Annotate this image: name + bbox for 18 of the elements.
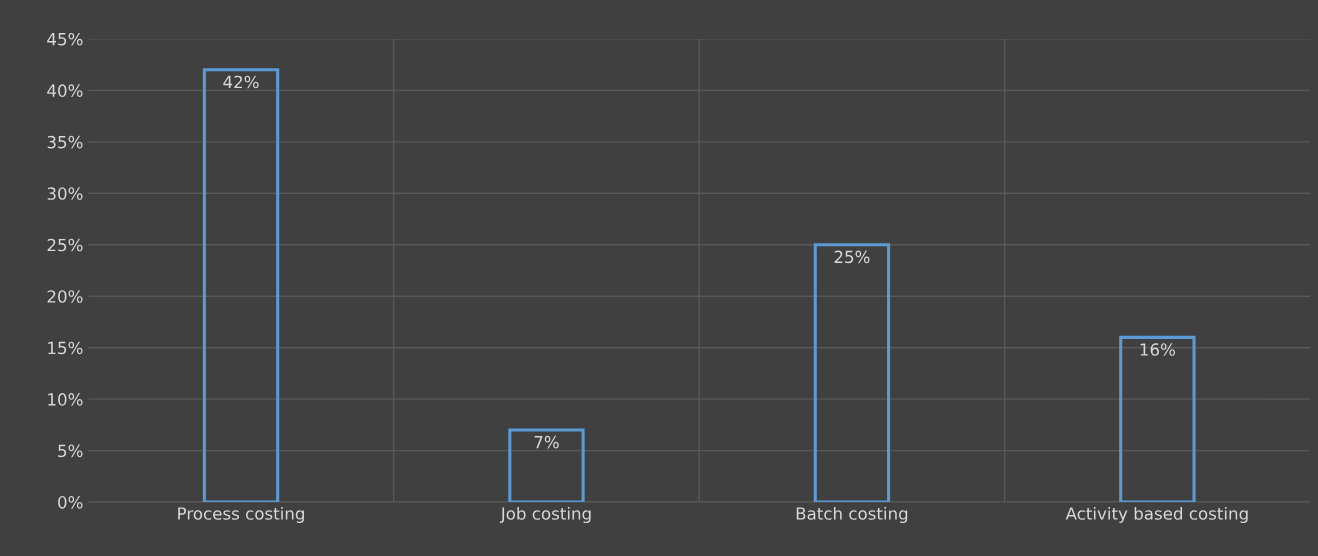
x-tick-label: Activity based costing	[1065, 506, 1248, 524]
y-tick-label: 15%	[48, 341, 83, 355]
y-tick-label: 25%	[47, 238, 83, 252]
y-tick-label: 10%	[48, 393, 83, 406]
y-tick-label: 40%	[47, 84, 83, 97]
x-tick-label: Batch costing	[796, 506, 908, 524]
data-label: 42%	[223, 75, 259, 89]
data-label: 7%	[534, 435, 559, 449]
y-tick-label: 20%	[47, 290, 83, 303]
y-tick-label: 0%	[58, 496, 83, 509]
y-tick-label: 45%	[47, 32, 83, 46]
data-label: 25%	[834, 250, 870, 264]
x-tick-label: Job costing	[499, 506, 591, 524]
x-tick-label: Process costing	[178, 506, 304, 524]
y-tick-label: 35%	[47, 135, 83, 149]
y-tick-label: 30%	[47, 187, 83, 200]
y-tick-label: 5%	[58, 444, 83, 458]
data-label: 16%	[1140, 343, 1175, 356]
